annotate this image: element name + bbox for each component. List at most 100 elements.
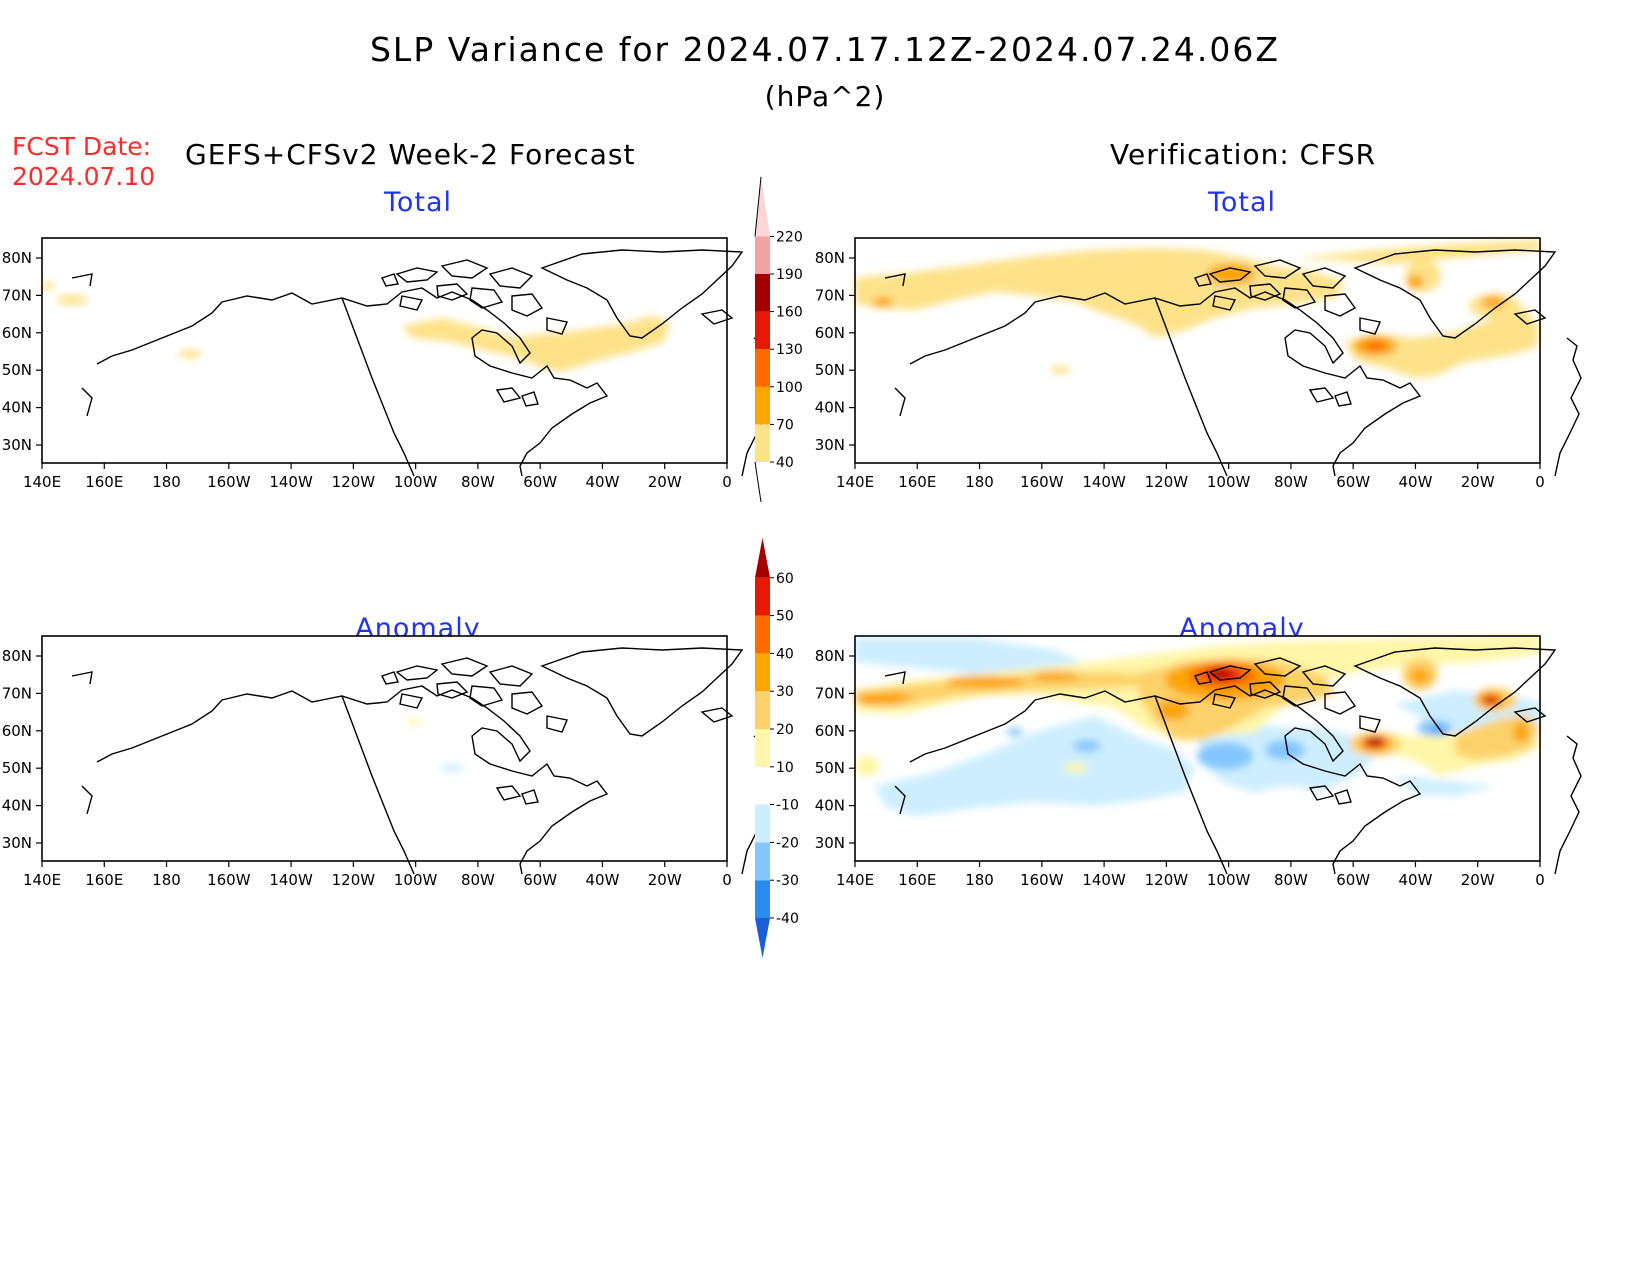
lat-tick-label: 80N xyxy=(815,647,845,665)
forecast-total-shading xyxy=(43,281,670,372)
forecast-anomaly-map xyxy=(41,635,769,875)
lat-tick-label: 50N xyxy=(815,361,845,379)
colorbar-label: 40 xyxy=(776,646,794,662)
lon-tick-label: 60W xyxy=(1336,871,1370,889)
forecast-header: GEFS+CFSv2 Week-2 Forecast xyxy=(185,138,636,171)
lat-tick-label: 30N xyxy=(815,834,845,852)
lon-tick-label: 120W xyxy=(1145,473,1189,491)
lat-tick-label: 70N xyxy=(815,286,845,304)
lon-tick-label: 0 xyxy=(722,871,732,889)
colorbar-segment xyxy=(755,274,770,312)
lon-tick-label: 20W xyxy=(1461,871,1495,889)
total-colorbar: 40 70 100 130 160 190 220 xyxy=(754,176,803,503)
lon-tick-label: 0 xyxy=(1535,871,1545,889)
colorbar-segment xyxy=(755,804,770,843)
anomaly-colorbar: -40 -30 -20 -10 10 20 30 40 50 60 xyxy=(755,537,799,958)
lon-tick-label: 160W xyxy=(1020,473,1064,491)
colorbar-segment xyxy=(755,842,770,881)
lon-tick-label: 180 xyxy=(152,871,181,889)
lon-tick-label: 40W xyxy=(585,871,619,889)
lon-tick-label: 60W xyxy=(1336,473,1370,491)
fcst-date-label: FCST Date: xyxy=(12,132,152,161)
lon-tick-label: 80W xyxy=(1274,473,1308,491)
lon-tick-label: 80W xyxy=(1274,871,1308,889)
verification-total-title: Total xyxy=(1207,187,1277,218)
lat-tick-label: 60N xyxy=(2,324,32,342)
lon-tick-label: 160E xyxy=(85,871,123,889)
lon-tick-label: 140E xyxy=(836,871,874,889)
colorbar-segment xyxy=(755,880,770,918)
lat-tick-label: 60N xyxy=(2,722,32,740)
lon-tick-label: 140E xyxy=(23,473,61,491)
colorbar-label: 30 xyxy=(776,684,794,700)
colorbar-arrow xyxy=(754,176,762,237)
colorbar-segment xyxy=(755,729,770,767)
lon-tick-label: 180 xyxy=(965,871,994,889)
forecast-total-map xyxy=(41,237,769,477)
lat-tick-label: 80N xyxy=(2,249,32,267)
fcst-date-value: 2024.07.10 xyxy=(12,162,156,191)
verification-anomaly-map xyxy=(854,635,1582,875)
lat-tick-label: 30N xyxy=(815,436,845,454)
lon-tick-label: 180 xyxy=(152,473,181,491)
colorbar-label: 50 xyxy=(776,609,794,625)
lon-tick-label: 20W xyxy=(648,473,682,491)
colorbar-segment xyxy=(755,615,770,654)
lat-tick-label: 60N xyxy=(815,324,845,342)
lat-tick-label: 80N xyxy=(2,647,32,665)
main-title: SLP Variance for 2024.07.17.12Z-2024.07.… xyxy=(369,30,1281,69)
colorbar-segment xyxy=(755,537,770,578)
lon-tick-label: 100W xyxy=(394,473,438,491)
lat-tick-label: 40N xyxy=(815,399,845,417)
colorbar-label: 130 xyxy=(776,342,803,358)
colorbar-segment xyxy=(755,349,770,387)
lon-tick-label: 80W xyxy=(461,473,495,491)
lat-tick-label: 70N xyxy=(2,286,32,304)
lat-tick-label: 70N xyxy=(815,684,845,702)
colorbar-segment xyxy=(755,691,770,729)
lat-tick-label: 50N xyxy=(2,361,32,379)
lon-tick-label: 140W xyxy=(269,871,313,889)
lon-tick-label: 40W xyxy=(585,473,619,491)
colorbar-segment xyxy=(755,424,770,462)
colorbar-segment xyxy=(755,766,770,805)
lon-tick-label: 160E xyxy=(898,473,936,491)
forecast-anomaly-shading xyxy=(406,719,464,772)
colorbar-label: 160 xyxy=(776,305,803,321)
colorbar-segment xyxy=(755,311,770,350)
colorbar-label: -30 xyxy=(776,873,799,889)
colorbar-label: 70 xyxy=(776,417,794,433)
lon-tick-label: 140W xyxy=(269,473,313,491)
colorbar-segment xyxy=(755,176,770,237)
colorbar-label: 20 xyxy=(776,722,794,738)
lon-tick-label: 160W xyxy=(1020,871,1064,889)
lat-tick-label: 70N xyxy=(2,684,32,702)
verification-total-map xyxy=(854,237,1582,477)
colorbar-label: 190 xyxy=(776,267,803,283)
colorbar-segment xyxy=(755,918,770,958)
lon-tick-label: 180 xyxy=(965,473,994,491)
colorbar-segment xyxy=(755,577,770,616)
lon-tick-label: 0 xyxy=(1535,473,1545,491)
colorbar-label: 100 xyxy=(776,380,803,396)
lat-tick-label: 30N xyxy=(2,834,32,852)
lon-tick-label: 100W xyxy=(394,871,438,889)
lat-tick-label: 50N xyxy=(815,759,845,777)
lat-tick-label: 60N xyxy=(815,722,845,740)
lon-tick-label: 160E xyxy=(898,871,936,889)
units-label: (hPa^2) xyxy=(764,80,886,113)
lat-tick-label: 40N xyxy=(2,797,32,815)
lon-tick-label: 100W xyxy=(1207,473,1251,491)
lon-tick-label: 160E xyxy=(85,473,123,491)
lon-tick-label: 20W xyxy=(1461,473,1495,491)
lon-tick-label: 40W xyxy=(1398,473,1432,491)
lon-tick-label: 100W xyxy=(1207,871,1251,889)
lat-tick-label: 40N xyxy=(815,797,845,815)
lon-tick-label: 60W xyxy=(523,871,557,889)
lon-tick-label: 40W xyxy=(1398,871,1432,889)
colorbar-label: 220 xyxy=(776,229,803,245)
colorbar-label: -10 xyxy=(776,798,799,814)
lon-tick-label: 120W xyxy=(332,871,376,889)
lon-tick-label: 0 xyxy=(722,473,732,491)
